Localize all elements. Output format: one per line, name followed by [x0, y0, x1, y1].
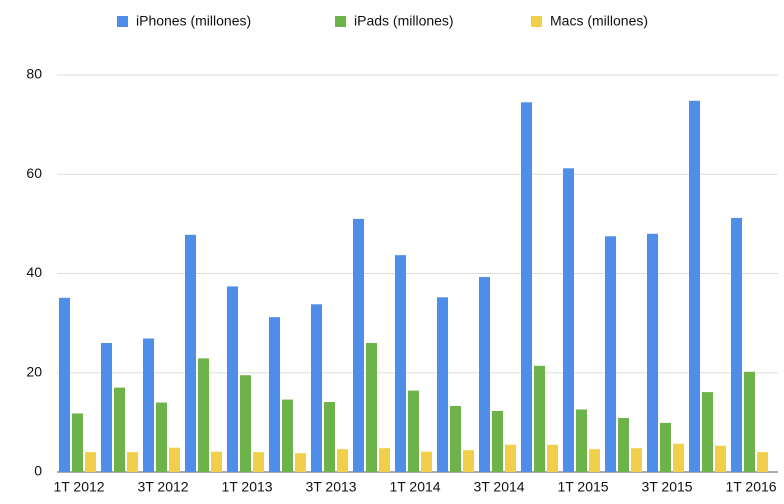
x-tick-label: 1T 2014	[389, 479, 440, 495]
bar	[85, 452, 96, 472]
bar	[114, 387, 125, 472]
bar	[589, 449, 600, 472]
bar	[185, 234, 196, 472]
y-tick-label: 20	[26, 363, 42, 379]
legend-label: iPads (millones)	[354, 13, 454, 29]
bar	[715, 445, 726, 472]
bar	[227, 286, 238, 472]
bar	[101, 342, 112, 472]
bar	[282, 399, 293, 472]
bar	[437, 297, 448, 472]
bar	[143, 338, 154, 472]
bar	[295, 453, 306, 472]
x-tick-label: 3T 2014	[473, 479, 524, 495]
bar	[240, 375, 251, 472]
bar	[198, 358, 209, 472]
bar	[156, 402, 167, 472]
bar	[269, 317, 280, 472]
bar	[479, 276, 490, 472]
bar	[618, 417, 629, 472]
bar	[689, 100, 700, 473]
bar	[211, 451, 222, 472]
bar	[253, 452, 264, 472]
bar	[547, 444, 558, 472]
bar	[450, 405, 461, 472]
bar	[379, 448, 390, 472]
bar	[647, 233, 658, 472]
bar	[673, 443, 684, 472]
bar	[127, 452, 138, 472]
legend-label: iPhones (millones)	[136, 13, 251, 29]
bar	[505, 444, 516, 472]
x-tick-label: 1T 2012	[53, 479, 104, 495]
bar	[59, 297, 70, 472]
legend-label: Macs (millones)	[550, 13, 648, 29]
bar	[660, 422, 671, 472]
y-tick-label: 0	[34, 463, 42, 479]
bar	[492, 410, 503, 472]
bar	[576, 409, 587, 472]
bar	[631, 448, 642, 472]
bar	[408, 390, 419, 472]
y-tick-label: 80	[26, 66, 42, 82]
bar	[366, 342, 377, 472]
x-tick-label: 1T 2013	[221, 479, 272, 495]
x-tick-label: 1T 2016	[725, 479, 776, 495]
bar	[744, 371, 755, 472]
legend-swatch	[117, 16, 128, 27]
bar	[534, 365, 545, 472]
x-tick-label: 3T 2012	[137, 479, 188, 495]
x-tick-label: 1T 2015	[557, 479, 608, 495]
bar	[521, 102, 532, 472]
bar	[702, 392, 713, 472]
bar	[324, 402, 335, 472]
bar	[563, 168, 574, 473]
bar	[605, 236, 616, 472]
bar	[169, 447, 180, 472]
bar	[72, 413, 83, 472]
legend-swatch	[531, 16, 542, 27]
bar	[353, 218, 364, 472]
y-tick-label: 40	[26, 264, 42, 280]
legend-swatch	[335, 16, 346, 27]
y-tick-label: 60	[26, 165, 42, 181]
bar	[395, 255, 406, 472]
bar	[337, 449, 348, 472]
x-tick-label: 3T 2013	[305, 479, 356, 495]
bar	[463, 450, 474, 472]
bar	[311, 304, 322, 472]
bar	[421, 451, 432, 472]
bar	[731, 217, 742, 472]
bar	[757, 452, 768, 472]
x-tick-label: 3T 2015	[641, 479, 692, 495]
